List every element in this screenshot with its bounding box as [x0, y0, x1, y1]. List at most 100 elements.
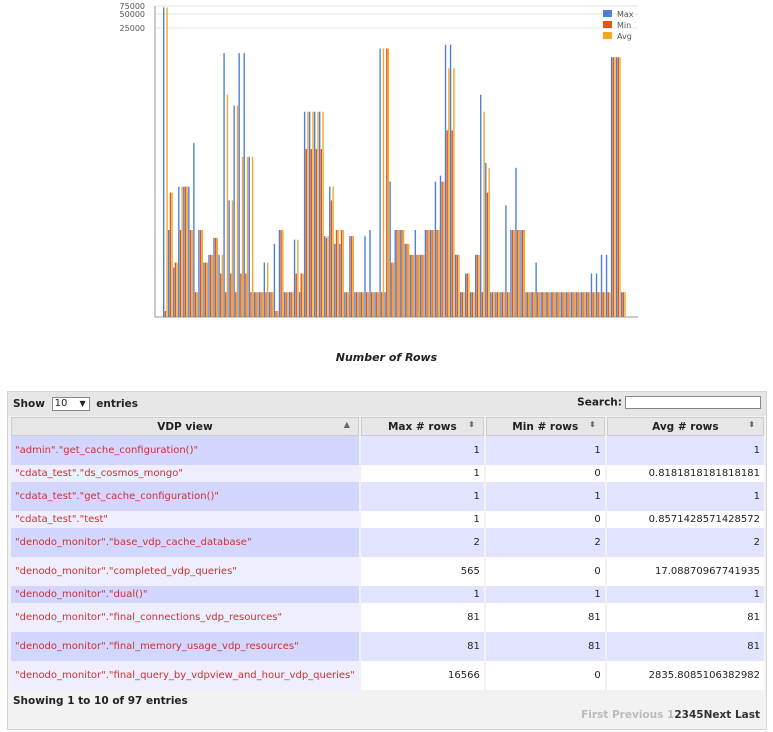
last-page-button[interactable]: Last	[734, 709, 760, 721]
bar-min[interactable]	[230, 273, 232, 318]
bar-avg[interactable]	[236, 105, 239, 317]
bar-min[interactable]	[335, 230, 338, 317]
vdp-view-link[interactable]: "admin"."get_cache_configuration()"	[11, 436, 359, 465]
bar-max[interactable]	[334, 243, 336, 317]
bar-max[interactable]	[243, 53, 245, 317]
bar-max[interactable]	[258, 292, 260, 317]
bar-max[interactable]	[198, 230, 200, 317]
bar-avg[interactable]	[574, 292, 576, 317]
bar-min[interactable]	[496, 292, 499, 317]
bar-min[interactable]	[602, 292, 604, 317]
bar-min[interactable]	[330, 200, 333, 317]
bar-min[interactable]	[436, 230, 438, 317]
bar-min[interactable]	[537, 292, 539, 317]
bar-min[interactable]	[547, 292, 549, 317]
bar-min[interactable]	[426, 230, 428, 317]
bar-avg[interactable]	[594, 292, 596, 317]
bar-min[interactable]	[376, 292, 378, 317]
bar-max[interactable]	[303, 111, 306, 317]
bar-min[interactable]	[235, 292, 237, 317]
bar-avg[interactable]	[267, 262, 269, 317]
bar-avg[interactable]	[448, 68, 450, 317]
bar-min[interactable]	[169, 192, 172, 317]
bar-max[interactable]	[545, 292, 547, 317]
bar-max[interactable]	[253, 292, 255, 317]
bar-avg[interactable]	[589, 292, 591, 317]
bar-max[interactable]	[319, 111, 321, 317]
bar-min[interactable]	[340, 230, 343, 317]
bar-avg[interactable]	[241, 156, 244, 317]
bar-min[interactable]	[215, 237, 217, 317]
bar-min[interactable]	[204, 262, 207, 317]
bar-min[interactable]	[622, 292, 625, 317]
bar-avg[interactable]	[579, 292, 581, 317]
bar-max[interactable]	[464, 273, 467, 318]
bar-min[interactable]	[456, 254, 458, 317]
bar-avg[interactable]	[533, 292, 536, 317]
bar-avg[interactable]	[367, 292, 370, 317]
bar-avg[interactable]	[463, 292, 465, 317]
bar-min[interactable]	[431, 230, 433, 317]
bar-min[interactable]	[461, 292, 463, 317]
bar-avg[interactable]	[558, 292, 561, 317]
bar-avg[interactable]	[282, 230, 284, 317]
bar-avg[interactable]	[372, 292, 375, 317]
bar-min[interactable]	[592, 292, 594, 317]
bar-avg[interactable]	[317, 111, 319, 317]
bar-max[interactable]	[495, 292, 497, 317]
bar-avg[interactable]	[523, 230, 526, 317]
bar-min[interactable]	[396, 230, 398, 317]
bar-max[interactable]	[570, 292, 573, 317]
bar-max[interactable]	[399, 230, 401, 317]
bar-max[interactable]	[173, 267, 175, 318]
bar-max[interactable]	[525, 292, 527, 317]
bar-max[interactable]	[329, 186, 331, 317]
bar-min[interactable]	[355, 292, 358, 317]
bar-max[interactable]	[610, 57, 613, 317]
bar-avg[interactable]	[553, 292, 556, 317]
bar-avg[interactable]	[206, 262, 208, 317]
bar-avg[interactable]	[377, 292, 380, 317]
bar-avg[interactable]	[327, 236, 329, 317]
bar-min[interactable]	[582, 292, 584, 317]
bar-max[interactable]	[535, 262, 537, 317]
bar-max[interactable]	[178, 186, 180, 317]
bar-avg[interactable]	[357, 292, 359, 317]
bar-avg[interactable]	[619, 57, 621, 317]
bar-min[interactable]	[270, 292, 272, 317]
bar-max[interactable]	[313, 111, 316, 317]
bar-max[interactable]	[193, 143, 195, 317]
bar-min[interactable]	[471, 292, 474, 317]
bar-min[interactable]	[481, 292, 484, 317]
bar-min[interactable]	[220, 273, 222, 318]
bar-min[interactable]	[516, 230, 519, 317]
bar-min[interactable]	[275, 311, 277, 317]
bar-max[interactable]	[414, 230, 417, 317]
bar-avg[interactable]	[438, 230, 440, 317]
bar-avg[interactable]	[423, 254, 425, 317]
vdp-view-link[interactable]: "denodo_monitor"."final_memory_usage_vdp…	[11, 632, 359, 661]
bar-max[interactable]	[605, 254, 608, 317]
bar-max[interactable]	[600, 254, 603, 317]
bar-min[interactable]	[521, 230, 524, 317]
bar-avg[interactable]	[498, 292, 500, 317]
column-header-avg-rows[interactable]: Avg # rows ⬍	[606, 417, 764, 436]
bar-avg[interactable]	[347, 292, 349, 317]
bar-max[interactable]	[384, 292, 386, 317]
bar-avg[interactable]	[604, 292, 606, 317]
bar-max[interactable]	[475, 254, 477, 317]
bar-avg[interactable]	[458, 254, 460, 317]
bar-avg[interactable]	[246, 156, 249, 317]
bar-max[interactable]	[374, 292, 376, 317]
vdp-view-link[interactable]: "denodo_monitor"."dual()"	[11, 586, 359, 603]
bar-max[interactable]	[480, 94, 482, 317]
bar-min[interactable]	[174, 262, 177, 317]
bar-max[interactable]	[379, 48, 381, 318]
bar-max[interactable]	[248, 156, 250, 317]
bar-max[interactable]	[459, 292, 462, 317]
bar-min[interactable]	[476, 254, 479, 317]
bar-max[interactable]	[444, 44, 447, 318]
bar-min[interactable]	[245, 273, 247, 318]
bar-max[interactable]	[404, 243, 406, 317]
bar-max[interactable]	[580, 292, 583, 317]
